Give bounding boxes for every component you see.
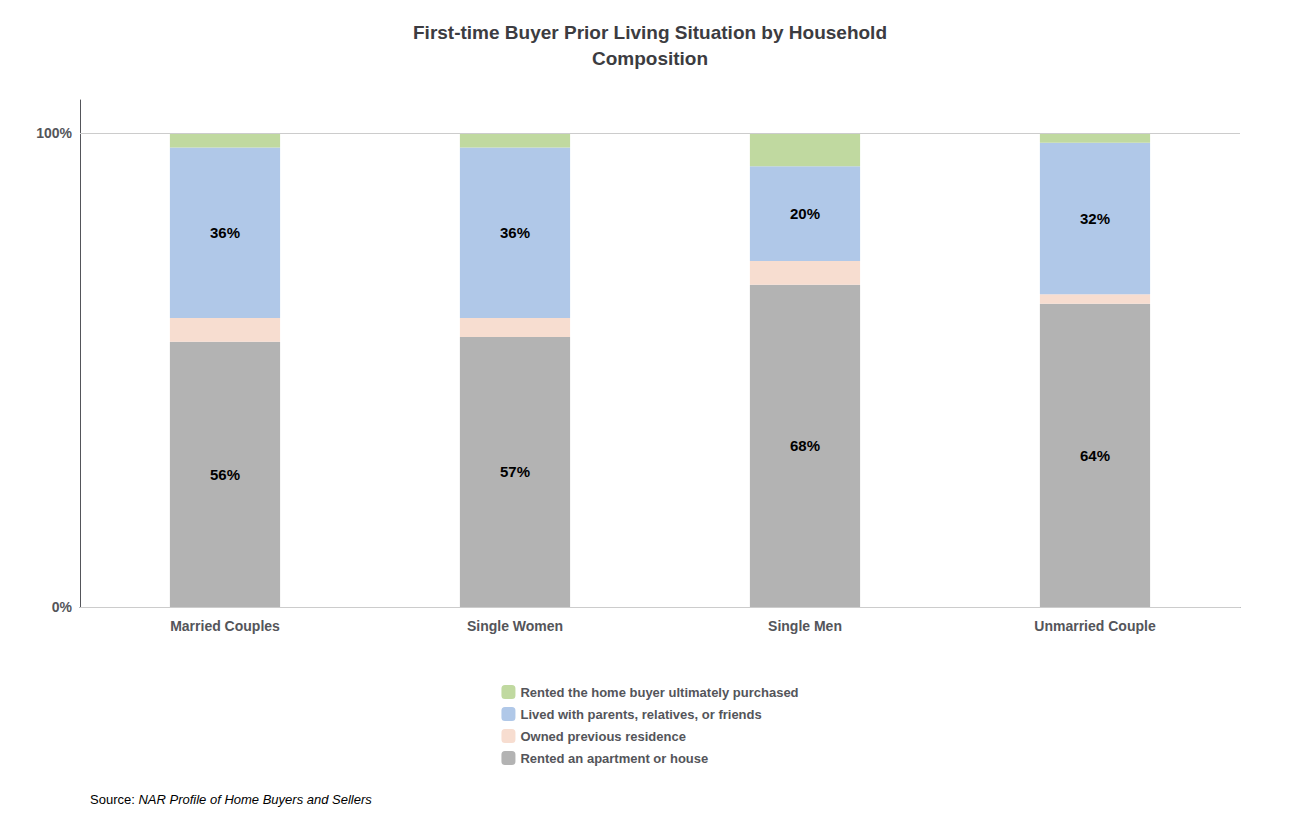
svg-text:Single Men: Single Men: [768, 618, 842, 634]
svg-text:Rented an apartment or house: Rented an apartment or house: [520, 751, 708, 766]
svg-text:Single Women: Single Women: [467, 618, 563, 634]
svg-text:Composition: Composition: [592, 48, 708, 69]
svg-text:36%: 36%: [500, 224, 530, 241]
svg-text:Lived with parents, relatives,: Lived with parents, relatives, or friend…: [520, 707, 761, 722]
svg-text:0%: 0%: [52, 599, 73, 615]
svg-text:Owned previous residence: Owned previous residence: [520, 729, 685, 744]
svg-text:Source:: Source:: [90, 792, 138, 807]
svg-text:Rented the home buyer ultimate: Rented the home buyer ultimately purchas…: [520, 685, 798, 700]
svg-text:64%: 64%: [1080, 447, 1110, 464]
svg-text:100%: 100%: [36, 125, 72, 141]
svg-text:68%: 68%: [790, 437, 820, 454]
svg-text:32%: 32%: [1080, 210, 1110, 227]
svg-text:36%: 36%: [210, 224, 240, 241]
svg-text:Unmarried Couple: Unmarried Couple: [1034, 618, 1156, 634]
svg-text:Married Couples: Married Couples: [170, 618, 280, 634]
svg-text:NAR Profile of Home Buyers and: NAR Profile of Home Buyers and Sellers: [138, 792, 372, 807]
svg-text:56%: 56%: [210, 466, 240, 483]
svg-text:20%: 20%: [790, 205, 820, 222]
svg-text:57%: 57%: [500, 463, 530, 480]
svg-text:First-time Buyer Prior Living: First-time Buyer Prior Living Situation …: [413, 22, 887, 43]
